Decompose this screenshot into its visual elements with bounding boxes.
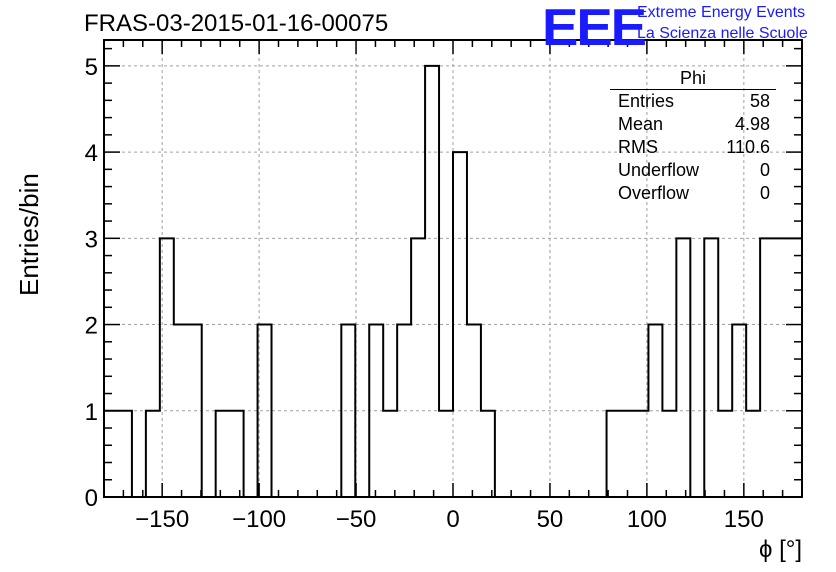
chart-title: FRAS-03-2015-01-16-00075: [84, 10, 389, 37]
stats-row-underflow: Underflow 0: [612, 159, 776, 182]
x-tick-label: 50: [537, 506, 564, 533]
y-axis-label: Entries/bin: [14, 173, 44, 296]
x-tick-label: 0: [446, 506, 459, 533]
histogram-bin: [146, 411, 160, 497]
stats-label: RMS: [618, 137, 658, 157]
histogram-bin: [118, 411, 132, 497]
histogram-bin: [760, 238, 774, 497]
histogram-bin: [411, 238, 425, 497]
y-tick-label: 2: [85, 313, 98, 340]
stats-row-mean: Mean 4.98: [612, 113, 776, 136]
y-tick-label: 0: [85, 485, 98, 512]
stats-label: Entries: [618, 91, 675, 111]
histogram-bin: [425, 66, 439, 497]
histogram-bin: [788, 238, 802, 497]
x-axis-label: ϕ [°]: [758, 536, 802, 563]
stats-label: Underflow: [618, 160, 700, 180]
histogram-bin: [774, 238, 788, 497]
x-tick-label: −100: [232, 506, 286, 533]
stats-value: 0: [759, 160, 770, 180]
x-tick-label: 150: [724, 506, 764, 533]
x-tick-label: 100: [627, 506, 667, 533]
y-tick-label: 5: [85, 54, 98, 81]
stats-row-entries: Entries 58: [612, 90, 776, 113]
histogram-bin: [746, 411, 760, 497]
y-tick-label: 4: [85, 140, 98, 167]
stats-row-rms: RMS 110.6: [612, 136, 776, 159]
stats-value: 4.98: [734, 114, 770, 134]
histogram-bin: [230, 411, 244, 497]
y-tick-label: 3: [85, 226, 98, 253]
histogram-bin: [160, 238, 174, 497]
stats-row-overflow: Overflow 0: [612, 182, 776, 205]
histogram-bin: [439, 411, 453, 497]
stats-value: 0: [759, 183, 770, 203]
y-tick-label: 1: [85, 399, 98, 426]
stats-label: Overflow: [618, 183, 690, 203]
axes: −150 −100 −50 0 50 100 150 0 1 2 3 4 5: [85, 39, 803, 533]
stats-value: 110.6: [726, 137, 770, 157]
histogram-bin: [662, 411, 676, 497]
histogram-bin: [621, 411, 635, 497]
histogram-bin: [383, 411, 397, 497]
y-axis-label-wrap: Entries/bin: [6, 173, 44, 296]
histogram-bin: [258, 325, 272, 497]
eee-logo: EEE: [542, 0, 647, 57]
stats-title: Phi: [610, 68, 776, 90]
histogram-bin: [676, 238, 690, 497]
histogram-bin: [341, 325, 355, 497]
histogram-bin: [718, 411, 732, 497]
histogram-bin: [607, 411, 621, 497]
stats-label: Mean: [618, 114, 664, 134]
histogram-bin: [104, 411, 118, 497]
logo-line-2: La Scienza nelle Scuole: [637, 25, 808, 42]
histogram-bin: [704, 238, 718, 497]
stats-value: 58: [749, 91, 770, 111]
logo-line-1: Extreme Energy Events: [637, 4, 806, 21]
stats-box: Phi Entries 58 Mean 4.98 RMS 110.6 Under…: [610, 68, 776, 205]
histogram-bin: [174, 325, 188, 497]
x-tick-label: −50: [336, 506, 377, 533]
x-tick-label: −150: [135, 506, 189, 533]
histogram-bin: [216, 411, 230, 497]
histogram-bin: [481, 411, 495, 497]
